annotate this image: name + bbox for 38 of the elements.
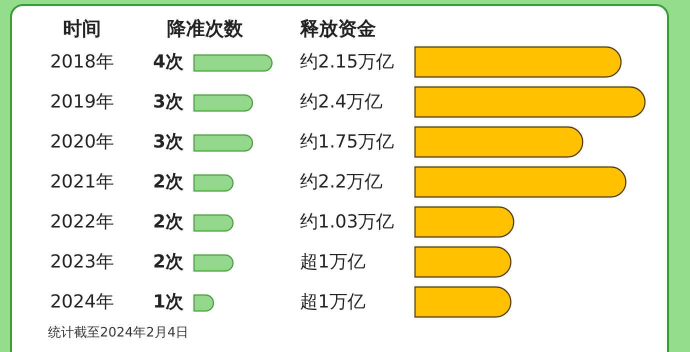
y-tick-label: 2020年 [50,132,114,152]
bar [414,206,514,238]
bar [414,286,512,318]
y-tick-label: 2018年 [50,52,114,72]
data-label: 4次 [153,52,185,72]
x-axis-title: 降准次数 [167,18,244,40]
bar [414,126,584,158]
y-tick-label: 2022年 [50,212,114,232]
bar [193,174,234,192]
bar [414,246,512,278]
data-label: 约2.2万亿 [300,172,383,192]
data-label: 3次 [153,92,185,112]
text: 统计截至2024年2月4日 [48,326,189,340]
data-label: 2次 [153,252,185,272]
data-label: 超1万亿 [300,252,366,272]
x-axis-title: 释放资金 [299,18,376,40]
y-tick-label: 2021年 [50,172,114,192]
data-label: 约2.15万亿 [300,52,394,72]
bar [193,134,254,152]
data-label: 3次 [153,132,185,152]
bar [193,94,254,112]
data-label: 超1万亿 [300,292,366,312]
data-label: 约1.03万亿 [300,212,394,232]
y-axis-title: 时间 [63,18,101,40]
y-tick-label: 2024年 [50,292,114,312]
bar [414,46,622,78]
data-label: 2次 [153,212,185,232]
data-label: 约1.75万亿 [300,132,394,152]
bar [414,86,646,118]
bar [414,166,626,198]
bar [193,54,273,72]
data-label: 1次 [153,292,185,312]
data-label: 约2.4万亿 [300,92,383,112]
y-tick-label: 2023年 [50,252,114,272]
bar [193,254,234,272]
data-label: 2次 [153,172,185,192]
y-tick-label: 2019年 [50,92,114,112]
bar [193,214,234,232]
